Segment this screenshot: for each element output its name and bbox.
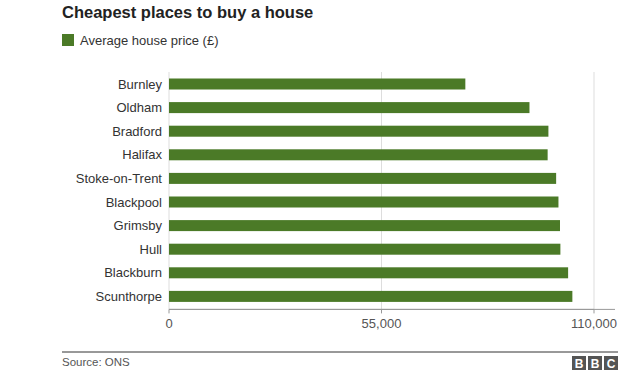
tick-mark: [594, 309, 595, 313]
logo-letter: B: [591, 357, 600, 371]
category-label: Grimsby: [114, 218, 163, 233]
category-label: Blackpool: [106, 195, 162, 210]
bar: [169, 220, 560, 231]
category-label: Burnley: [118, 77, 163, 92]
category-label: Blackburn: [104, 265, 162, 280]
category-label: Halifax: [122, 147, 162, 162]
category-label: Oldham: [116, 100, 162, 115]
tick-mark: [381, 309, 382, 313]
bars: [169, 79, 572, 302]
bar: [169, 267, 568, 278]
title: Cheapest places to buy a house: [62, 3, 313, 21]
bar: [169, 173, 556, 184]
bar: [169, 291, 572, 302]
bar: [169, 244, 560, 255]
source: Source: ONS: [62, 356, 130, 368]
logo-box: [588, 356, 602, 370]
bar: [169, 197, 558, 208]
category-label: Bradford: [112, 124, 162, 139]
bar: [169, 102, 529, 113]
tick-label: 55,000: [362, 316, 402, 331]
chart: Cheapest places to buy a house Average ho…: [0, 0, 640, 379]
logo-letter: B: [575, 357, 584, 371]
legend-label: Average house price (£): [80, 33, 219, 48]
tick-mark: [169, 309, 170, 313]
logo: BBC: [572, 356, 618, 371]
x-axis-line: [169, 309, 615, 310]
footer-rule: [62, 352, 618, 353]
bar: [169, 79, 465, 90]
category-label: Stoke-on-Trent: [76, 171, 163, 186]
tick-label: 110,000: [571, 316, 617, 331]
category-label: Scunthorpe: [96, 289, 163, 304]
logo-letter: C: [607, 357, 616, 371]
bar: [169, 126, 548, 137]
bar: [169, 149, 548, 160]
grid-line: [594, 72, 595, 309]
category-label: Hull: [140, 242, 163, 257]
tick-label: 0: [165, 316, 172, 331]
x-axis-range: [169, 309, 594, 310]
legend-swatch: [62, 34, 74, 46]
grid: [169, 72, 594, 313]
logo-box: [572, 356, 586, 370]
logo-box: [604, 356, 618, 370]
